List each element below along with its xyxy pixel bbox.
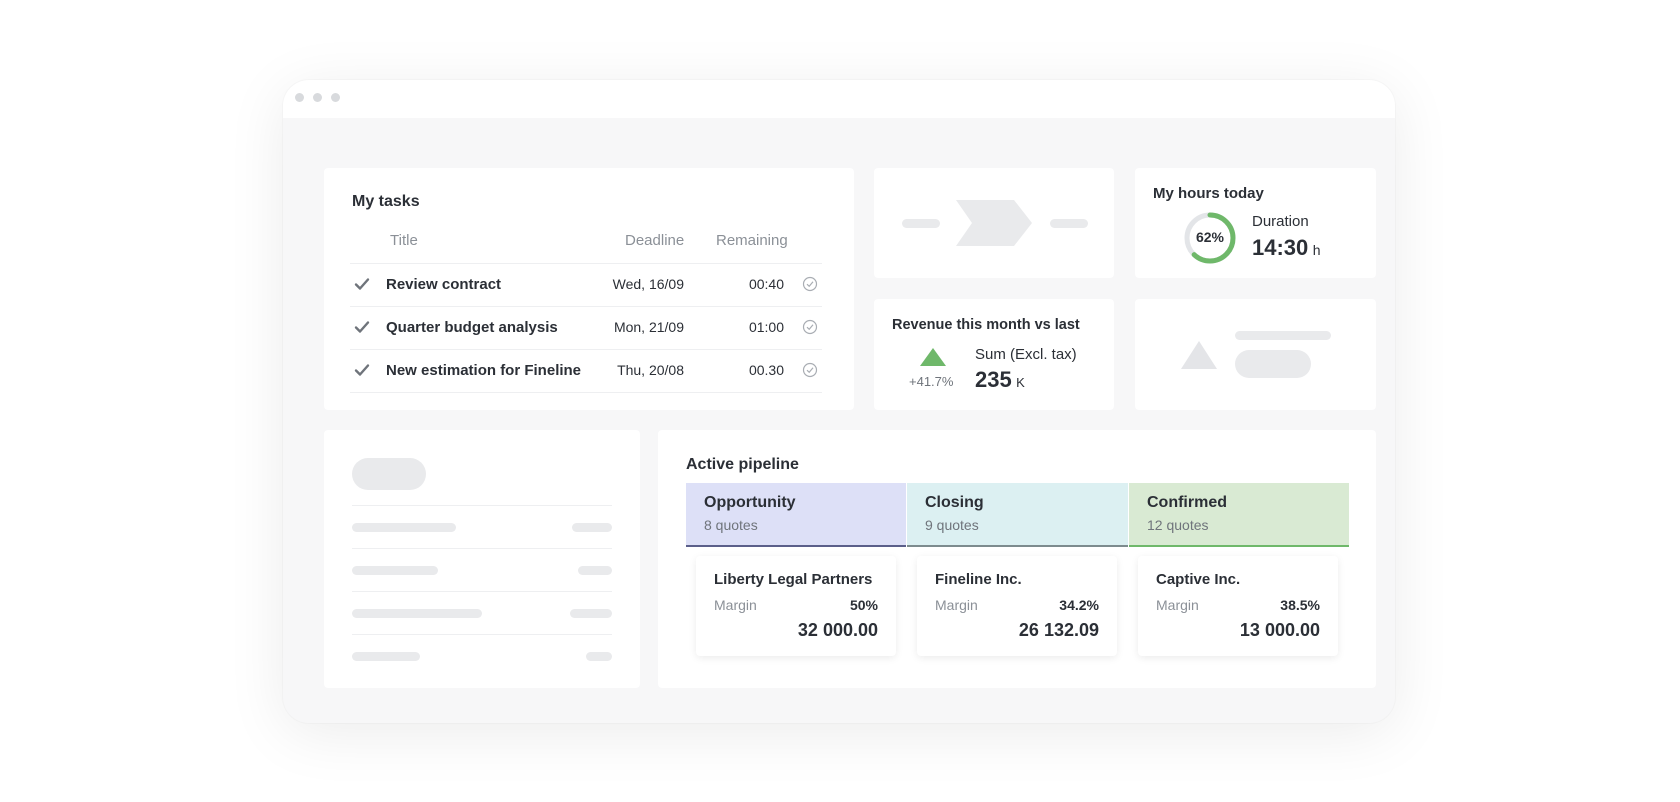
column-deadline[interactable]: Deadline	[625, 232, 685, 249]
task-deadline: Wed, 16/09	[612, 276, 684, 292]
skeleton-bar	[352, 523, 456, 532]
deal-company: Fineline Inc.	[935, 571, 1022, 588]
task-row[interactable]: Quarter budget analysis Mon, 21/09 01:00	[350, 306, 822, 349]
revenue-sum-value: 235	[975, 367, 1012, 392]
task-title: Review contract	[386, 276, 502, 293]
revenue-sum-unit: K	[1016, 375, 1025, 390]
duration-label: Duration	[1252, 213, 1309, 230]
window-dot-maximize[interactable]	[331, 93, 340, 102]
deal-amount: 32 000.00	[797, 620, 878, 640]
deal-company: Captive Inc.	[1156, 571, 1241, 588]
deal-margin: 34.2%	[1059, 597, 1099, 613]
duration-unit: h	[1312, 242, 1321, 258]
skeleton-bar	[586, 652, 612, 661]
active-pipeline-title: Active pipeline	[686, 456, 799, 473]
column-title[interactable]: Title	[390, 232, 418, 249]
my-tasks-title: My tasks	[352, 193, 420, 210]
deal-margin: 38.5%	[1280, 597, 1320, 613]
task-row[interactable]: Review contract Wed, 16/09 00:40	[350, 263, 822, 306]
divider	[352, 591, 612, 592]
deal-card[interactable]: Liberty Legal Partners Margin 50% 32 000…	[696, 556, 896, 656]
process-arrow-icon	[956, 200, 1032, 246]
column-remaining[interactable]: Remaining	[716, 232, 788, 249]
skeleton-bar	[352, 566, 438, 575]
skeleton-pill	[352, 458, 426, 490]
my-hours-title: My hours today	[1153, 185, 1264, 202]
skeleton-bar	[1050, 219, 1088, 228]
checkmark-icon[interactable]	[354, 276, 370, 292]
pipeline-stage-closing[interactable]: Closing 9 quotes	[907, 483, 1128, 547]
task-remaining: 00.30	[748, 362, 784, 378]
deal-amount: 26 132.09	[1018, 620, 1099, 640]
triangle-icon	[1181, 341, 1217, 369]
skeleton-bar	[352, 652, 420, 661]
check-circle-icon[interactable]	[802, 362, 818, 378]
task-deadline: Mon, 21/09	[613, 319, 684, 335]
window-dot-close[interactable]	[295, 93, 304, 102]
hours-progress-ring	[1184, 212, 1236, 264]
task-title: New estimation for Fineline	[386, 362, 582, 379]
check-circle-icon[interactable]	[802, 276, 818, 292]
task-remaining: 00:40	[748, 276, 784, 292]
pipeline-stage-confirmed[interactable]: Confirmed 12 quotes	[1129, 483, 1349, 547]
stage-count: 8 quotes	[704, 517, 758, 533]
check-circle-icon[interactable]	[802, 319, 818, 335]
skeleton-bar	[570, 609, 612, 618]
checkmark-icon[interactable]	[354, 362, 370, 378]
trend-up-icon	[920, 348, 946, 366]
window-titlebar	[283, 80, 1395, 118]
my-tasks-card	[324, 168, 854, 410]
window-dot-minimize[interactable]	[313, 93, 322, 102]
duration-number: 14:30	[1252, 235, 1309, 260]
revenue-card	[874, 299, 1114, 410]
checkmark-icon[interactable]	[354, 319, 370, 335]
divider	[352, 634, 612, 635]
divider	[352, 548, 612, 549]
deal-margin-label: Margin	[1156, 597, 1199, 613]
deal-margin: 50%	[849, 597, 878, 613]
task-deadline: Thu, 20/08	[617, 362, 684, 378]
divider	[352, 505, 612, 506]
stage-name: Opportunity	[704, 494, 796, 511]
skeleton-pill	[1235, 350, 1311, 378]
placeholder-list-card	[324, 430, 640, 688]
stage-count: 9 quotes	[925, 517, 979, 533]
hours-percent: 62%	[1195, 229, 1225, 245]
my-hours-card	[1135, 168, 1376, 278]
stage-count: 12 quotes	[1147, 517, 1209, 533]
skeleton-bar	[352, 609, 482, 618]
pipeline-stage-opportunity[interactable]: Opportunity 8 quotes	[686, 483, 906, 547]
revenue-change: +41.7%	[909, 374, 954, 389]
deal-margin-label: Margin	[714, 597, 757, 613]
revenue-sum-label: Sum (Excl. tax)	[975, 346, 1077, 363]
stage-name: Confirmed	[1147, 494, 1227, 511]
skeleton-bar	[572, 523, 612, 532]
deal-card[interactable]: Fineline Inc. Margin 34.2% 26 132.09	[917, 556, 1117, 656]
task-row[interactable]: New estimation for Fineline Thu, 20/08 0…	[350, 349, 822, 393]
deal-card[interactable]: Captive Inc. Margin 38.5% 13 000.00	[1138, 556, 1338, 656]
skeleton-bar	[902, 219, 940, 228]
skeleton-bar	[578, 566, 612, 575]
task-remaining: 01:00	[748, 319, 784, 335]
deal-company: Liberty Legal Partners	[714, 571, 873, 588]
deal-amount: 13 000.00	[1239, 620, 1320, 640]
skeleton-bar	[1235, 331, 1331, 340]
duration-value: 14:30 h	[1252, 235, 1321, 261]
revenue-title: Revenue this month vs last	[892, 317, 1080, 333]
placeholder-widget-card	[874, 168, 1114, 278]
placeholder-widget-card	[1135, 299, 1376, 410]
revenue-sum: 235 K	[975, 367, 1025, 393]
stage-name: Closing	[925, 494, 984, 511]
task-title: Quarter budget analysis	[386, 319, 558, 336]
deal-margin-label: Margin	[935, 597, 978, 613]
